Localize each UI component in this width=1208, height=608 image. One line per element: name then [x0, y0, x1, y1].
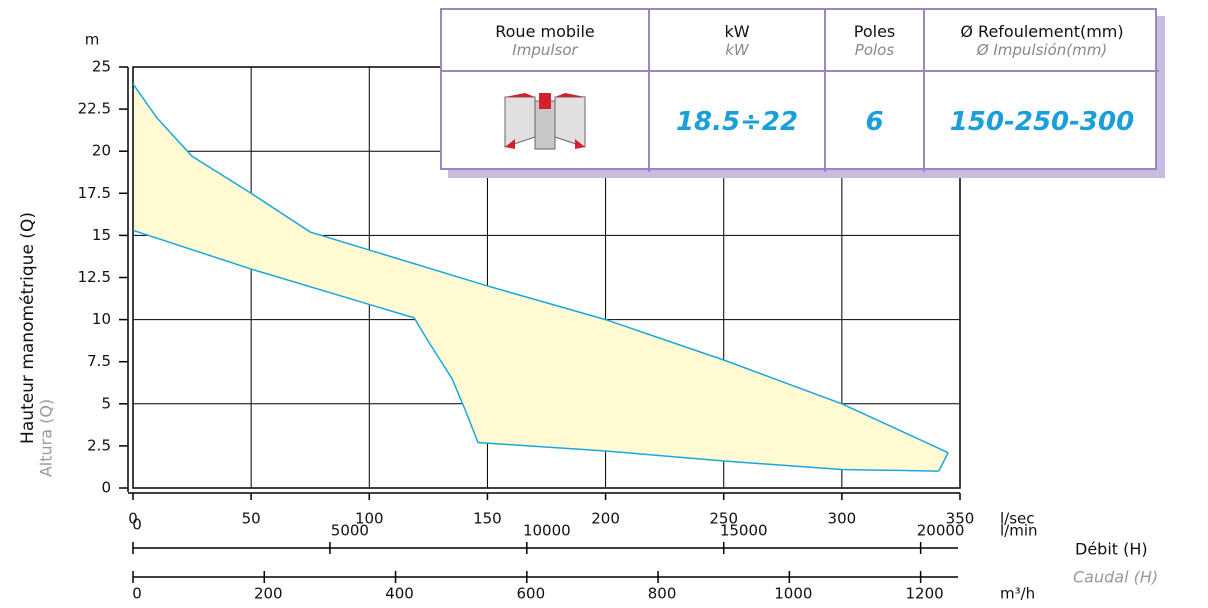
x-tick-label: 0: [128, 510, 138, 528]
secondary-tick-label: 20000: [917, 522, 965, 540]
y-label: Hauteur manométrique (Q): [18, 212, 38, 444]
x-label-alt: Caudal (H): [1073, 568, 1158, 587]
y-tick-label: 17.5: [78, 184, 111, 202]
poles-value: 6: [865, 107, 884, 137]
header-label: kW: [724, 21, 750, 41]
envelope-fill: [133, 83, 949, 472]
header-label-alt: Ø Impulsión(mm): [976, 40, 1108, 59]
header-cell: Poles Polos: [826, 10, 925, 72]
spec-table: Roue mobile Impulsor kW kW Poles Polos Ø Re…: [440, 8, 1159, 172]
value-cell: 18.5÷22: [650, 72, 826, 172]
y-tick-label: 12.5: [78, 268, 111, 286]
y-tick-label: 20: [92, 142, 111, 160]
y-tick-label: 0: [101, 479, 111, 497]
header-label-alt: Polos: [854, 40, 895, 59]
secondary-tick-label: 200: [254, 585, 283, 603]
header-label: Poles: [853, 21, 896, 41]
impeller-cell: [442, 72, 650, 172]
secondary-tick-label: 0: [132, 516, 142, 534]
header-label-alt: kW: [725, 40, 749, 59]
y-tick-label: 2.5: [87, 436, 111, 454]
x-tick-label: 300: [828, 510, 857, 528]
header-label: Roue mobile: [495, 21, 595, 41]
envelope-edge: [938, 452, 949, 472]
secondary-unit: l/min: [1000, 522, 1038, 540]
value-cell: 6: [826, 72, 925, 172]
header-label-alt: Impulsor: [512, 40, 578, 59]
curve: [132, 83, 949, 454]
secondary-tick-label: 1200: [906, 585, 944, 603]
secondary-tick-label: 600: [516, 585, 545, 603]
x-tick-label: 250: [709, 510, 738, 528]
x-unit: l/sec: [1000, 510, 1035, 528]
y-unit: m: [85, 31, 100, 49]
curve: [132, 229, 939, 472]
secondary-tick-label: 800: [648, 585, 677, 603]
secondary-tick-label: 15000: [720, 522, 768, 540]
x-tick-label: 50: [242, 510, 261, 528]
x-tick-label: 100: [355, 510, 384, 528]
y-tick-label: 10: [92, 310, 111, 328]
value-cell: 150-250-300: [925, 72, 1159, 172]
header-cell: Ø Refoulement(mm) Ø Impulsión(mm): [925, 10, 1159, 72]
power-value: 18.5÷22: [675, 107, 799, 137]
x-tick-label: 150: [473, 510, 502, 528]
impeller-icon: [504, 93, 586, 150]
secondary-tick-label: 5000: [331, 522, 369, 540]
secondary-tick-label: 10000: [523, 522, 571, 540]
secondary-unit: m³/h: [1000, 585, 1035, 603]
outlet-value: 150-250-300: [949, 107, 1135, 137]
header-cell: Roue mobile Impulsor: [442, 10, 650, 72]
secondary-tick-label: 0: [132, 585, 142, 603]
header-label: Ø Refoulement(mm): [960, 21, 1124, 41]
y-tick-label: 5: [101, 394, 111, 412]
y-tick-label: 15: [92, 226, 111, 244]
y-tick-label: 7.5: [87, 352, 111, 370]
secondary-tick-label: 1000: [774, 585, 812, 603]
y-tick-label: 25: [92, 58, 111, 76]
header-cell: kW kW: [650, 10, 826, 72]
x-label: Débit (H): [1075, 540, 1148, 559]
x-tick-label: 350: [946, 510, 975, 528]
y-tick-label: 22.5: [78, 100, 111, 118]
secondary-tick-label: 400: [385, 585, 414, 603]
y-label-alt: Altura (Q): [37, 399, 56, 477]
x-tick-label: 200: [591, 510, 620, 528]
